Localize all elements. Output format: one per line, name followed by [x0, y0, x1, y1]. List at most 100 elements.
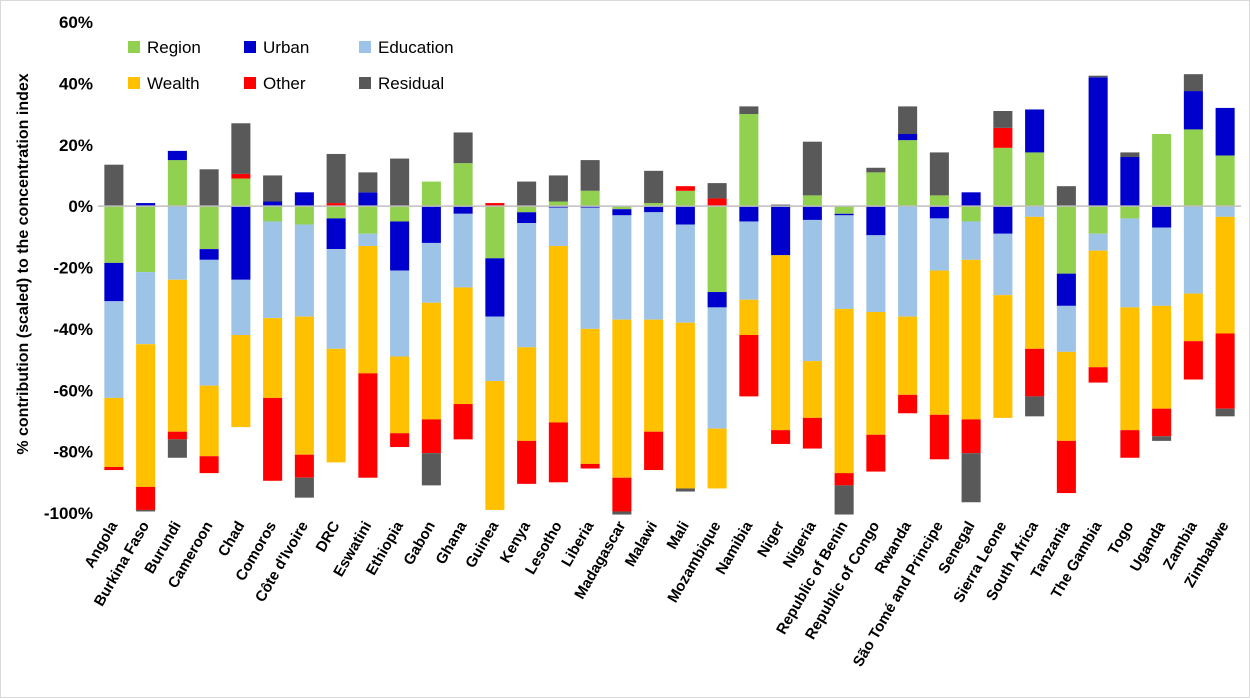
- bar-segment-residual: [929, 152, 949, 196]
- bar-segment-other: [739, 335, 759, 397]
- bar-segment-urban: [739, 206, 759, 222]
- bar-segment-education: [898, 206, 918, 317]
- legend-swatch-region: [128, 41, 140, 53]
- bar-segment-urban: [326, 218, 346, 250]
- bar-segment-other: [517, 440, 537, 484]
- legend-swatch-other: [244, 77, 256, 89]
- bar-segment-education: [453, 213, 473, 288]
- bar-segment-wealth: [136, 344, 156, 487]
- bar-segment-residual: [199, 169, 219, 207]
- bar-segment-urban: [802, 206, 822, 220]
- bar-segment-other: [1120, 430, 1140, 458]
- bar-segment-urban: [167, 150, 187, 161]
- bar-segment-urban: [263, 201, 283, 207]
- bar-segment-other: [612, 477, 632, 512]
- bar-segment-education: [231, 279, 251, 336]
- bar-segment-education: [548, 207, 568, 247]
- y-tick-label: -40%: [53, 320, 93, 339]
- bar-segment-wealth: [453, 287, 473, 405]
- bar-segment-residual: [1215, 408, 1235, 417]
- bar-segment-education: [866, 235, 886, 312]
- bar-segment-urban: [612, 209, 632, 216]
- bar-segment-education: [1183, 206, 1203, 294]
- bar-segment-region: [739, 114, 759, 207]
- bar-segment-wealth: [199, 385, 219, 457]
- y-tick-label: -20%: [53, 259, 93, 278]
- bar-segment-region: [993, 147, 1013, 207]
- bar-segment-residual: [707, 183, 727, 199]
- bar-segment-residual: [1183, 74, 1203, 92]
- bar-segment-other: [326, 203, 346, 207]
- bar-segment-residual: [1056, 186, 1076, 207]
- bar-segment-region: [1088, 206, 1108, 234]
- bar-segment-urban: [866, 206, 886, 236]
- bar-segment-other: [834, 473, 854, 486]
- bar-segment-urban: [1088, 77, 1108, 207]
- bar-segment-region: [898, 140, 918, 207]
- bar-segment-wealth: [739, 299, 759, 336]
- bar-segment-residual: [739, 106, 759, 115]
- bar-segment-region: [294, 206, 314, 225]
- bar-segment-region: [485, 206, 505, 259]
- bar-segment-other: [1183, 341, 1203, 380]
- bar-segment-region: [675, 190, 695, 207]
- bar-segment-region: [580, 190, 600, 207]
- bar-segment-education: [263, 221, 283, 319]
- bar-segment-region: [866, 172, 886, 207]
- legend-swatch-wealth: [128, 77, 140, 89]
- bar-segment-education: [390, 270, 410, 357]
- bar-segment-other: [485, 203, 505, 207]
- bar-segment-wealth: [612, 319, 632, 478]
- bar-segment-residual: [1088, 75, 1108, 78]
- bar-segment-residual: [834, 485, 854, 515]
- bar-segment-other: [263, 397, 283, 481]
- bar-segment-wealth: [961, 259, 981, 420]
- bar-segment-other: [802, 417, 822, 449]
- bar-segment-other: [199, 456, 219, 474]
- bar-segment-other: [675, 186, 695, 191]
- bar-segment-region: [453, 163, 473, 207]
- bar-segment-wealth: [104, 397, 124, 467]
- bar-segment-residual: [866, 167, 886, 173]
- y-tick-label: -60%: [53, 381, 93, 400]
- bar-segment-education: [1025, 206, 1045, 217]
- legend-label-urban: Urban: [263, 38, 309, 57]
- bar-segment-urban: [675, 206, 695, 225]
- bar-segment-urban: [961, 192, 981, 207]
- bar-segment-region: [1056, 206, 1076, 274]
- bar-segment-wealth: [993, 295, 1013, 418]
- bar-segment-residual: [898, 106, 918, 135]
- bar-segment-urban: [834, 213, 854, 216]
- bar-segment-education: [294, 224, 314, 317]
- bar-segment-wealth: [548, 246, 568, 423]
- bar-segment-residual: [294, 477, 314, 498]
- bar-segment-education: [421, 242, 441, 303]
- bar-segment-wealth: [263, 318, 283, 398]
- bar-segment-residual: [961, 453, 981, 503]
- bar-segment-urban: [358, 192, 378, 207]
- bar-segment-education: [739, 221, 759, 300]
- bar-segment-wealth: [866, 312, 886, 435]
- y-axis-ticks: 60% 40% 20% 0% -20% -40% -60% -80% -100%: [44, 13, 93, 523]
- bar-segment-region: [834, 206, 854, 214]
- bar-segment-urban: [104, 262, 124, 302]
- y-tick-label: -100%: [44, 504, 93, 523]
- bar-segment-other: [231, 173, 251, 179]
- bar-segment-education: [1088, 233, 1108, 251]
- bar-segment-other: [866, 434, 886, 472]
- y-tick-label: 60%: [59, 13, 93, 32]
- legend-label-residual: Residual: [378, 74, 444, 93]
- bar-segment-residual: [390, 158, 410, 207]
- bar-segment-education: [358, 233, 378, 247]
- bar-segment-other: [390, 433, 410, 448]
- bar-segment-residual: [231, 123, 251, 174]
- bar-segment-region: [421, 181, 441, 207]
- bar-segment-wealth: [802, 361, 822, 418]
- bar-segment-urban: [1120, 157, 1140, 207]
- bar-segment-residual: [771, 204, 791, 207]
- bar-segment-urban: [1152, 206, 1172, 228]
- bar-segment-wealth: [421, 302, 441, 420]
- bar-segment-other: [136, 486, 156, 510]
- bar-segment-education: [1215, 206, 1235, 217]
